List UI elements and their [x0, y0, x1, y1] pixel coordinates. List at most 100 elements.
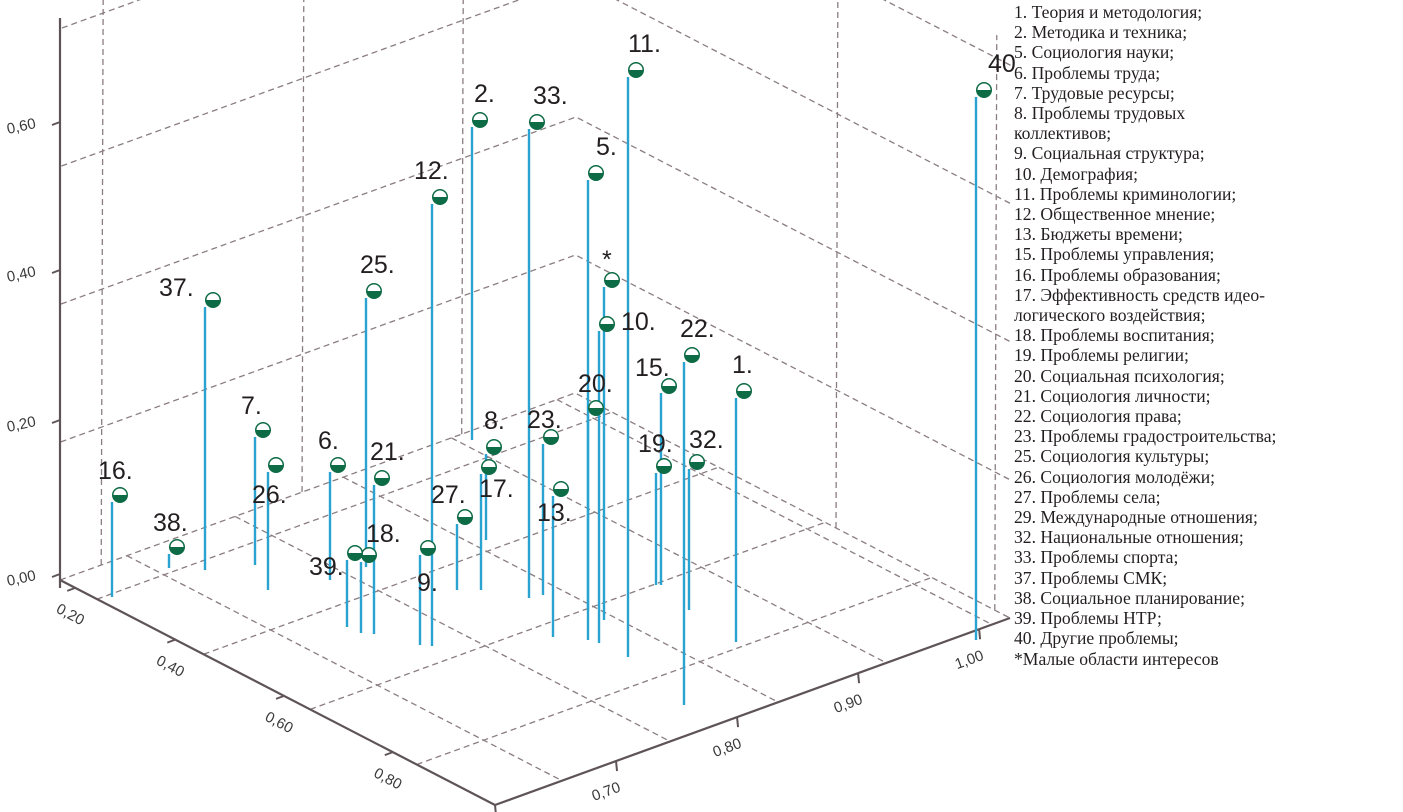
legend-item: 13. Бюджеты времени; [1014, 224, 1183, 245]
point-label-22: 32. [689, 426, 724, 454]
marker-5 [432, 189, 448, 205]
marker-15 [486, 439, 502, 455]
marker-top-27 [421, 541, 435, 548]
vertical-tick-3 [51, 121, 61, 126]
point-label-24: 13. [537, 499, 572, 527]
marker-top-10 [685, 348, 699, 355]
point-label-1: 40. [988, 50, 1015, 78]
legend-item: 27. Проблемы села; [1014, 486, 1161, 507]
grid-line-floor-left-0 [96, 411, 613, 600]
right-floor-tick-label-3: 0,90 [832, 691, 865, 717]
left-floor-axis [59, 579, 496, 806]
marker-top-24 [554, 482, 568, 489]
marker-top-9 [600, 317, 614, 324]
point-label-21: 19. [638, 430, 673, 458]
legend-item: 37. Проблемы СМК; [1014, 567, 1168, 588]
marker-16 [543, 429, 559, 445]
right-floor-tick-1 [615, 760, 619, 772]
point-label-29: 39. [309, 553, 344, 581]
marker-top-25 [458, 510, 472, 517]
data-markers [112, 62, 992, 563]
right-floor-axis [494, 616, 1011, 807]
legend-item: 7. Трудовые ресурсы; [1014, 82, 1175, 103]
legend-item: 40. Другие проблемы; [1014, 628, 1179, 649]
legend-item: 23. Проблемы градостроительства; [1014, 426, 1277, 447]
grid-line-wall-right-v-1 [994, 35, 998, 611]
legend-item: 29. Международные отношения; [1014, 507, 1258, 528]
marker-17 [330, 457, 346, 473]
vertical-tick-2 [51, 269, 61, 274]
scatter-3d-plot: 0,000,200,400,600,200,400,600,800,600,70… [5, 0, 1015, 812]
vertical-tick-0 [51, 573, 61, 578]
grid-line-wall-left-v-0 [100, 0, 104, 566]
legend-item: 17. Эффективность средств идео- [1014, 284, 1265, 305]
marker-7 [366, 283, 382, 299]
legend-item: 5. Социология науки; [1014, 42, 1175, 63]
point-label-16: 23. [527, 406, 562, 434]
marker-top-20 [113, 488, 127, 495]
marker-28 [361, 547, 377, 563]
left-floor-tick-label-1: 0,40 [153, 652, 187, 681]
point-label-8: 37. [159, 274, 194, 302]
point-label-23: 17. [479, 475, 514, 503]
marker-2 [472, 112, 488, 128]
vertical-tick-label-2: 0,40 [5, 263, 37, 286]
marker-0 [628, 62, 644, 78]
marker-top-11 [662, 379, 676, 386]
marker-top-19 [375, 471, 389, 478]
right-floor-tick-0 [494, 804, 497, 812]
grid-line-floor-left-2 [309, 521, 826, 710]
legend-item: 21. Социология личности; [1014, 385, 1211, 406]
point-label-6: * [602, 246, 612, 274]
left-floor-tick-3 [384, 751, 394, 757]
vertical-tick-label-3: 0,60 [5, 115, 37, 138]
left-floor-tick-label-0: 0,20 [53, 600, 87, 629]
marker-top-26 [170, 540, 184, 547]
marker-top-18 [269, 458, 283, 465]
marker-13 [588, 400, 604, 416]
left-floor-tick-2 [275, 694, 285, 700]
point-label-2: 2. [474, 80, 495, 108]
legend-item: 6. Проблемы труда; [1014, 62, 1161, 83]
marker-24 [553, 481, 569, 497]
legend-item: 26. Социология молодёжи; [1014, 466, 1216, 487]
marker-top-7 [367, 284, 381, 291]
marker-12 [736, 383, 752, 399]
grid-line-wall-2 [60, 116, 1012, 343]
marker-top-2 [473, 113, 487, 120]
point-label-9: 10. [621, 308, 656, 336]
marker-10 [684, 347, 700, 363]
marker-top-12 [737, 384, 751, 391]
marker-19 [374, 470, 390, 486]
point-label-19: 21. [370, 438, 405, 466]
point-label-13: 20. [578, 370, 613, 398]
vertical-tick-label-0: 0,00 [5, 567, 37, 590]
point-label-17: 6. [318, 427, 339, 455]
legend-item: 16. Проблемы образования; [1014, 264, 1221, 285]
marker-23 [481, 459, 497, 475]
legend-item: 8. Проблемы трудовых [1014, 103, 1186, 124]
right-floor-tick-3 [857, 673, 861, 684]
legend-item: логического воздействия; [1014, 305, 1206, 326]
legend-item: 32. Национальные отношения; [1014, 527, 1244, 548]
point-label-5: 12. [414, 157, 449, 185]
legend-item: 25. Социология культуры; [1014, 446, 1210, 467]
marker-27 [420, 540, 436, 556]
marker-top-6 [605, 273, 619, 280]
marker-8 [205, 292, 221, 308]
marker-18 [268, 457, 284, 473]
right-floor-tick-label-2: 0,80 [711, 735, 744, 761]
legend-item: 2. Методика и техника; [1014, 22, 1188, 43]
point-label-20: 16. [98, 457, 133, 485]
data-stems [110, 77, 978, 705]
vertical-tick-1 [51, 419, 61, 424]
grid-line-floor-right-2 [342, 476, 779, 703]
marker-top-0 [629, 63, 643, 70]
point-label-0: 11. [628, 30, 661, 58]
vertical-tick-label-1: 0,20 [5, 413, 37, 436]
legend-item: 11. Проблемы криминологии; [1014, 183, 1237, 204]
legend-item: 22. Социология права; [1014, 406, 1182, 427]
point-label-18: 26. [252, 481, 287, 509]
marker-top-1 [977, 83, 991, 90]
right-floor-tick-4 [978, 629, 982, 640]
